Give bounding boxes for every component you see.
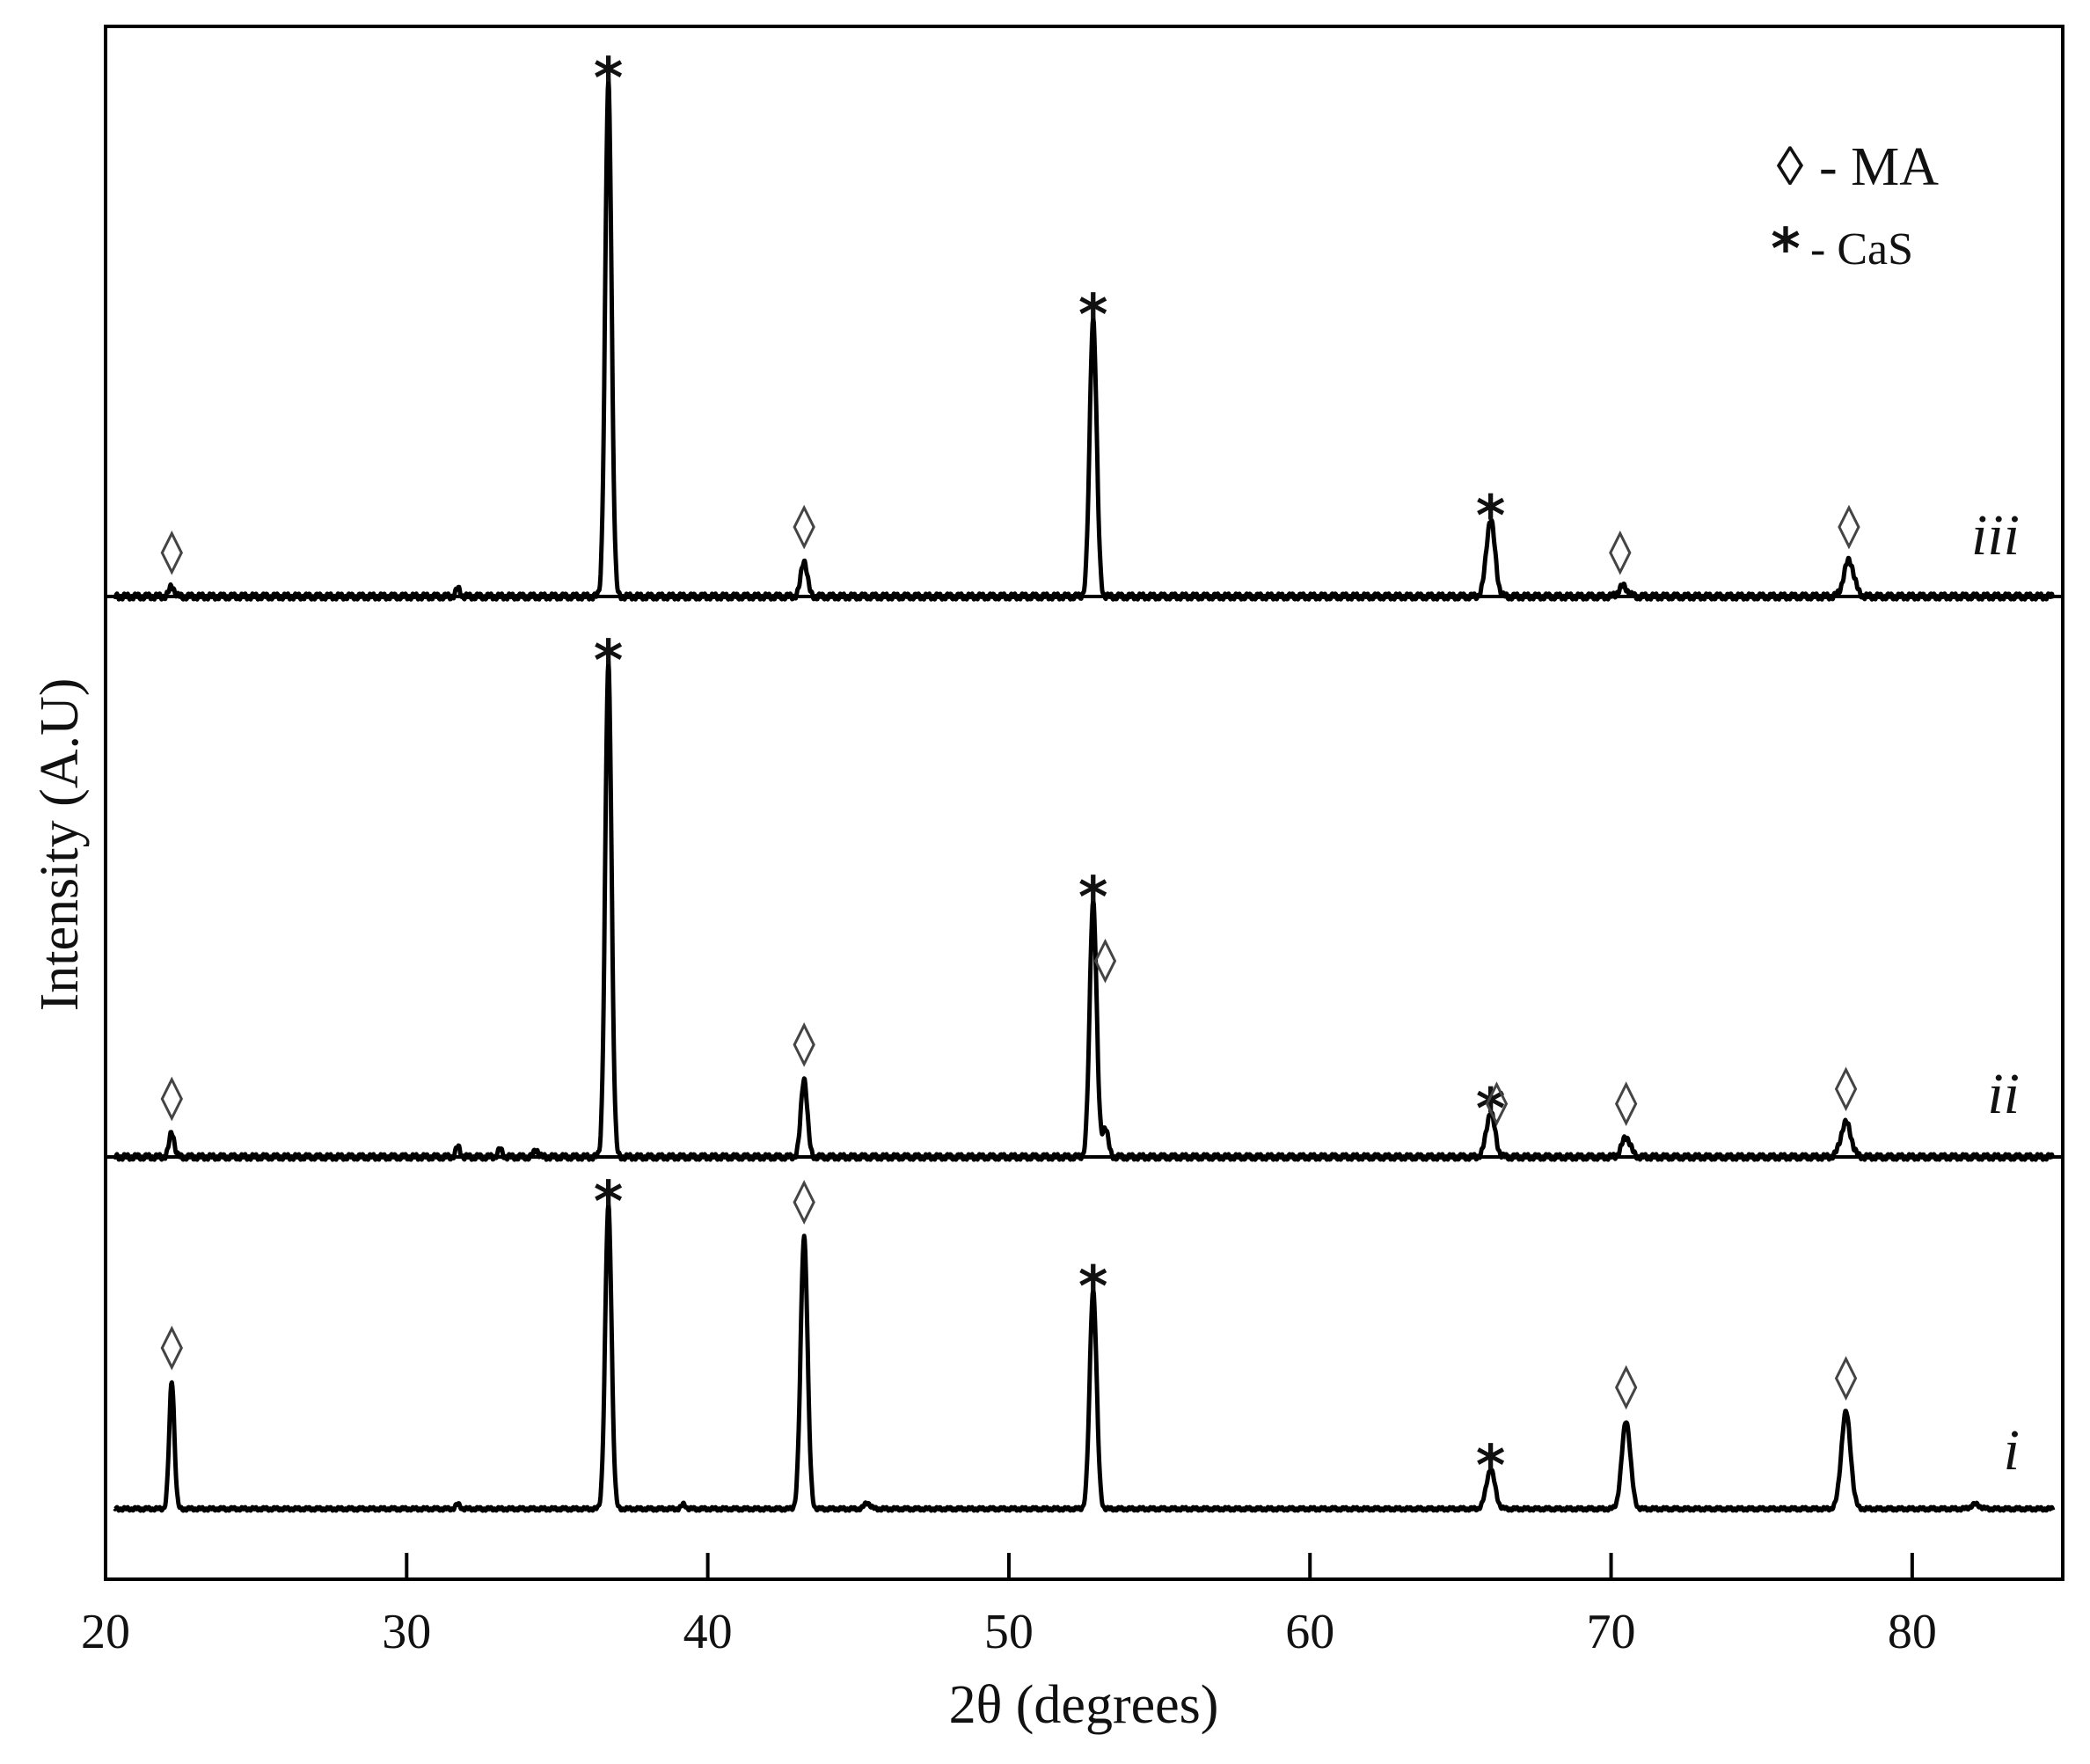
x-tick-label-40: 40 (683, 1605, 733, 1659)
marker-cas-iii-4: * (1476, 484, 1505, 549)
marker-ma-i-0 (160, 1325, 183, 1371)
peak-markers: * * * * * * * * * (160, 47, 1860, 1499)
marker-cas-ii-1: * (594, 629, 623, 694)
marker-cas-i-4: * (1476, 1434, 1505, 1499)
trace-label-i: i (2004, 1418, 2020, 1482)
plot-frame (104, 25, 2064, 1581)
marker-cas-iii-3: * (1078, 283, 1107, 348)
marker-ma-i-6 (1834, 1356, 1858, 1401)
legend-symbol-star: * (1771, 217, 1800, 282)
marker-ma-i-2 (793, 1180, 815, 1225)
marker-ma-i-5 (1614, 1365, 1638, 1410)
marker-cas-i-3: * (1078, 1255, 1107, 1321)
legend: ◊ - MA * - CaS (1771, 137, 1939, 282)
marker-cas-ii-3: * (1078, 866, 1107, 931)
marker-ma-iii-2 (793, 504, 815, 550)
marker-ma-ii-0 (160, 1076, 183, 1122)
marker-ma-iii-5 (1609, 530, 1632, 575)
x-tick-label-50: 50 (984, 1605, 1034, 1659)
legend-symbol-diamond: ◊ (1777, 137, 1804, 197)
legend-label-ma: - MA (1819, 137, 1939, 197)
x-tick-label-20: 20 (81, 1605, 130, 1659)
x-tick-label-30: 30 (382, 1605, 431, 1659)
legend-label-cas: - CaS (1810, 224, 1913, 274)
marker-ma-iii-0 (160, 530, 183, 575)
marker-ma-ii-6 (1485, 1081, 1509, 1126)
x-axis-title: 2θ (degrees) (949, 1675, 1219, 1735)
x-tick-label-70: 70 (1587, 1605, 1636, 1659)
x-axis: 20 30 40 50 60 70 80 (81, 1553, 1937, 1659)
trace-label-ii: ii (1987, 1062, 2020, 1126)
x-tick-label-80: 80 (1888, 1605, 1937, 1659)
marker-ma-ii-7 (1614, 1081, 1638, 1126)
trace-ii (113, 659, 2056, 1162)
marker-ma-ii-8 (1834, 1066, 1858, 1112)
marker-cas-iii-1: * (594, 47, 623, 112)
marker-ma-ii-4 (1093, 938, 1117, 984)
marker-ma-ii-2 (793, 1022, 815, 1067)
y-axis-title: Intensity (A.U) (30, 678, 90, 1012)
x-tick-label-60: 60 (1285, 1605, 1334, 1659)
marker-cas-i-1: * (594, 1170, 623, 1235)
traces (106, 77, 2063, 1513)
trace-iii (113, 77, 2056, 602)
marker-ma-iii-6 (1838, 504, 1860, 550)
trace-label-iii: iii (1971, 503, 2020, 567)
trace-i (113, 1201, 2056, 1513)
